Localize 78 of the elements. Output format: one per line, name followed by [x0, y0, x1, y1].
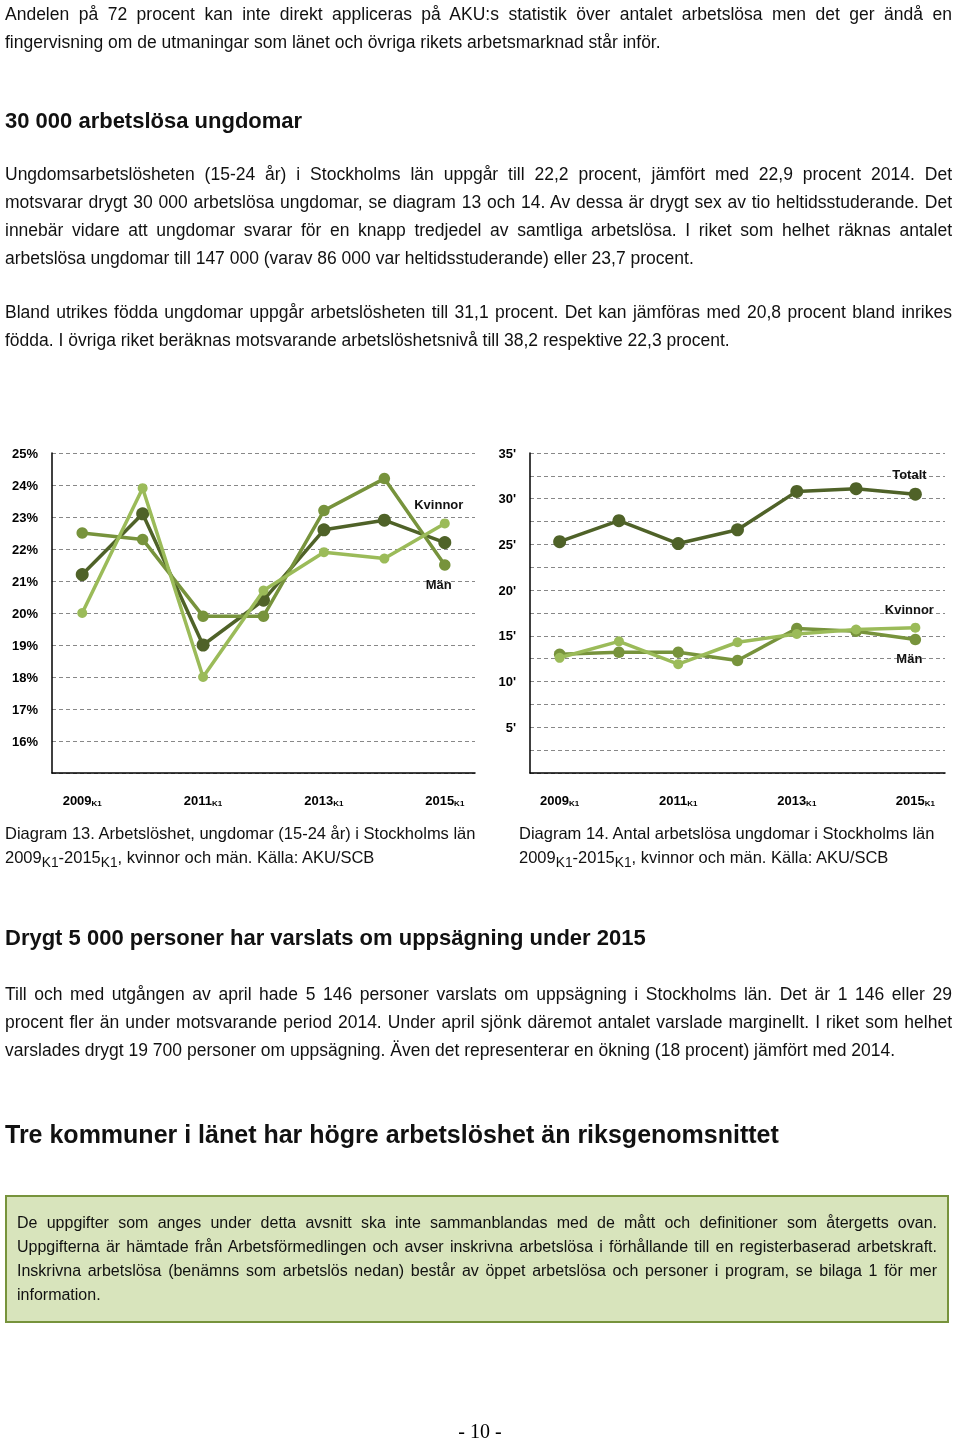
point	[258, 585, 269, 596]
y-tick-label: 16%	[11, 733, 39, 749]
x-tick-label: 2009K1	[540, 792, 580, 808]
text: Bland utrikes födda ungdomar uppgår arbetslösheten till 31,1 procent. Det kan jämföras med 20,8 procent bland inrikes födda. I övriga riket beräknas motsvarande arbetslöshetsnivå till 38,2 respektive 22,3 procent.	[5, 301, 952, 352]
series-label: Totalt	[892, 466, 928, 482]
point	[671, 537, 685, 551]
y-tick-label: 35'	[498, 445, 516, 461]
text: - 10 -	[457, 1420, 503, 1443]
point	[75, 568, 89, 582]
text: Drygt 5 000 personer har varslats om uppsägning under 2015	[5, 925, 647, 951]
y-tick-label: 21%	[11, 573, 39, 589]
text: Till och med utgången av april hade 5 146 personer varslats om uppsägning i Stockholms län. Det är 1 146 eller 29 procent fler än under motsvarande period 2014. Under april sjönk däremot antalet varslade marginellt. I riket som helhet varslades drygt 19 700 personer om uppsägning. Även det representerar en ökning (18 procent) jämfört med 2014.	[5, 983, 952, 1062]
series-label: Kvinnor	[414, 497, 464, 513]
y-tick-label: 25'	[498, 536, 516, 552]
point	[439, 518, 450, 529]
point	[378, 472, 391, 485]
point	[136, 533, 149, 546]
point	[197, 610, 209, 622]
point	[909, 633, 922, 646]
point	[613, 636, 624, 647]
x-tick-label: 2011K1	[183, 792, 223, 808]
y-tick-label: 30'	[498, 491, 516, 507]
y-tick-label: 23%	[11, 509, 39, 525]
point	[910, 622, 921, 633]
point	[554, 652, 565, 663]
text: Diagram 14. Antal arbetslösa ungdomar i Stockholms län 2009$_{K1}$-2015$_{K1}$, kvinnor och män. Källa: AKU/SCB	[519, 823, 936, 873]
point	[137, 483, 148, 494]
point	[318, 547, 329, 558]
text: Andelen på 72 procent kan inte direkt appliceras på AKU:s statistik över antalet arbetslösa men det ger ändå en fingervisning om de utmaningar som länet och övriga rikets arbetsmarknad står inför.	[5, 3, 952, 54]
text: Tre kommuner i länet har högre arbetslöshet än riksgenomsnittet	[5, 1120, 780, 1149]
point	[791, 629, 802, 640]
point	[318, 504, 330, 517]
point	[317, 523, 331, 537]
point	[77, 608, 88, 618]
point	[438, 536, 452, 550]
y-tick-label: 18%	[11, 669, 39, 685]
x-tick-label: 2009K1	[62, 792, 103, 808]
series-label: Kvinnor	[884, 601, 934, 617]
point	[732, 637, 743, 648]
y-tick-label: 5'	[505, 719, 516, 735]
point	[553, 535, 567, 549]
y-tick-label: 19%	[11, 637, 39, 653]
x-tick-label: 2015K1	[895, 792, 936, 808]
y-tick-label: 17%	[11, 701, 39, 717]
point	[673, 659, 684, 670]
point	[198, 672, 209, 682]
x-tick-label: 2013K1	[304, 792, 345, 808]
x-tick-label: 2013K1	[777, 792, 817, 808]
text: De uppgifter som anges under detta avsnitt ska inte sammanblandas med de mått och definitioner som återgetts ovan. Uppgifterna är hämtade från Arbetsförmedlingen och avser inskrivna arbetslösa i förhållande till en registerbaserad arbetskraft. Inskrivna arbetslösa (benämns som arbetslös nedan) består av öppet arbetslösa och personer i program, se bilaga 1 för mer information.	[17, 1213, 937, 1305]
y-tick-label: 25%	[11, 445, 39, 461]
point	[76, 527, 88, 539]
point	[731, 523, 744, 537]
series-label: Män	[425, 576, 452, 592]
text: Ungdomsarbetslösheten (15-24 år) i Stockholms län uppgår till 22,2 procent, jämfört med 22,9 procent 2014. Det motsvarar drygt 30 000 arbetslösa ungdomar, se diagram 13 och 14. Av dessa är drygt sex av tio heltidsstuderande. Det innebär vidare att ungdomar svarar för en knapp tredjedel av samtliga arbetslösa. I riket som helhet räknas antalet arbetslösa ungdomar till 147 000 (varav 86 000 var heltidsstuderande) eller 23,7 procent.	[5, 163, 952, 270]
y-tick-label: 22%	[11, 541, 39, 557]
y-tick-label: 20%	[11, 605, 39, 621]
x-tick-label: 2011K1	[659, 792, 698, 808]
y-tick-label: 10'	[498, 674, 516, 690]
x-tick-label: 2015K1	[425, 792, 465, 808]
point	[612, 514, 626, 528]
point	[672, 646, 684, 659]
point	[731, 654, 744, 667]
point	[136, 507, 150, 521]
point	[439, 559, 451, 571]
point	[379, 553, 390, 564]
y-tick-label: 15'	[498, 628, 516, 644]
point	[377, 513, 391, 527]
text: 30 000 arbetslösa ungdomar	[5, 108, 304, 134]
point	[790, 484, 804, 498]
y-tick-label: 20'	[498, 582, 516, 598]
point	[196, 638, 210, 652]
text: Diagram 13. Arbetslöshet, ungdomar (15-24 år) i Stockholms län 2009$_{K1}$-2015$_{K1}$, kvinnor och män. Källa: AKU/SCB	[5, 823, 477, 873]
point	[908, 487, 922, 501]
point	[257, 610, 270, 622]
y-tick-label: 24%	[11, 477, 39, 493]
point	[613, 646, 625, 659]
point	[849, 482, 863, 496]
series-label: Män	[896, 651, 923, 667]
